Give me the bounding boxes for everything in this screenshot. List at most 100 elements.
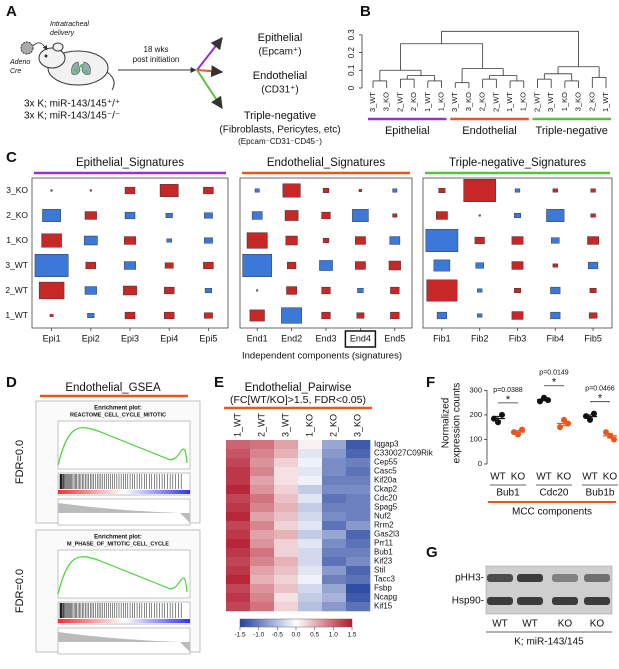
bubble bbox=[355, 236, 366, 245]
heat-cell bbox=[274, 458, 299, 468]
heat-cell bbox=[298, 548, 323, 558]
column-label: End3 bbox=[315, 333, 336, 343]
lane-label: KO bbox=[558, 619, 573, 630]
heat-cell bbox=[322, 530, 347, 540]
leaf-label: 2_WT bbox=[532, 92, 541, 112]
heat-cell bbox=[298, 584, 323, 594]
heat-cell bbox=[322, 602, 347, 612]
blot-band bbox=[584, 597, 610, 605]
heat-cell bbox=[346, 512, 371, 522]
gene-label: Cdc20 bbox=[374, 494, 398, 503]
column-label: End4 bbox=[350, 333, 371, 343]
heat-cell bbox=[226, 530, 251, 540]
colorbar-tick-label: 1.5 bbox=[347, 632, 356, 639]
column-highlight bbox=[344, 330, 377, 348]
heat-cell bbox=[322, 458, 347, 468]
bubble bbox=[83, 235, 98, 246]
heat-cell bbox=[322, 440, 347, 450]
leaf-label: 2_KO bbox=[478, 92, 487, 111]
bubble bbox=[352, 209, 369, 222]
population-marker: (Fibroblasts, Pericytes, etc) bbox=[219, 125, 340, 136]
colorbar-tick-label: 1.0 bbox=[329, 632, 338, 639]
blot-band bbox=[552, 597, 578, 605]
bubble bbox=[285, 235, 298, 246]
heat-cell bbox=[250, 584, 275, 594]
column-label: 2_KO bbox=[328, 414, 338, 437]
heat-cell bbox=[226, 485, 251, 495]
blot-row-label: Hsp90- bbox=[452, 596, 484, 607]
heat-cell bbox=[226, 539, 251, 549]
colorbar-tick-label: 0.0 bbox=[291, 632, 300, 639]
heat-cell bbox=[322, 485, 347, 495]
data-point bbox=[557, 424, 563, 431]
metric-area bbox=[58, 632, 190, 652]
heat-cell bbox=[250, 521, 275, 531]
blot-band bbox=[552, 574, 578, 582]
bubble bbox=[552, 263, 558, 268]
bubble bbox=[84, 211, 97, 220]
gsea-title: Endothelial_GSEA bbox=[65, 382, 161, 394]
heat-cell bbox=[274, 485, 299, 495]
blot-band bbox=[487, 574, 513, 582]
heat-cell bbox=[298, 467, 323, 477]
bubble bbox=[552, 188, 558, 193]
gene-label: Ckap2 bbox=[374, 485, 398, 494]
bubble bbox=[251, 211, 263, 220]
mouse-ear bbox=[52, 42, 64, 52]
bubble bbox=[164, 286, 175, 295]
blot-band bbox=[517, 574, 543, 582]
column-label: 3_KO bbox=[352, 414, 362, 437]
heat-cell bbox=[346, 593, 371, 603]
blot-band bbox=[487, 597, 513, 605]
heat-cell bbox=[298, 602, 323, 612]
bubble bbox=[123, 261, 137, 270]
bubble bbox=[322, 188, 330, 193]
bubble bbox=[388, 260, 401, 271]
gsea-name: M_PHASE_OF_MITOTIC_CELL_CYCLE bbox=[67, 541, 169, 547]
bubble bbox=[256, 289, 259, 292]
bubble bbox=[204, 312, 213, 319]
bubble bbox=[356, 312, 365, 319]
p-value: p=0.0466 bbox=[585, 386, 614, 393]
heat-cell bbox=[346, 467, 371, 477]
heat-cell bbox=[346, 539, 371, 549]
colorbar-tick-label: -1.0 bbox=[253, 632, 265, 639]
heat-cell bbox=[298, 521, 323, 531]
heat-cell bbox=[346, 557, 371, 567]
heat-cell bbox=[298, 440, 323, 450]
population-name: Endothelial bbox=[253, 70, 307, 82]
heatmap-subtitle: (FC[WT/KO]>1.5, FDR<0.05) bbox=[230, 394, 366, 406]
gene-label: Prr11 bbox=[374, 539, 394, 548]
es-curve bbox=[57, 556, 188, 595]
bubble bbox=[321, 211, 331, 220]
bubble bbox=[514, 288, 521, 293]
heat-cell bbox=[250, 458, 275, 468]
y-axis-label: expression counts bbox=[452, 383, 463, 464]
heatmap-title: Endothelial_Pairwise bbox=[245, 382, 352, 394]
heat-cell bbox=[274, 503, 299, 513]
delivery-arrow bbox=[32, 42, 48, 51]
data-point bbox=[519, 426, 525, 433]
leaf-label: 1_WT bbox=[423, 92, 432, 112]
es-panel bbox=[57, 420, 191, 470]
row-label: 1_WT bbox=[5, 310, 28, 320]
heat-cell bbox=[346, 458, 371, 468]
bubble bbox=[511, 236, 524, 245]
data-point bbox=[591, 410, 597, 417]
row-label: 3_KO bbox=[6, 185, 28, 195]
gene-label: Stil bbox=[374, 566, 385, 575]
population-arrow bbox=[196, 37, 223, 71]
column-label: Fib3 bbox=[509, 333, 527, 343]
leaf-label: 1_KO bbox=[560, 92, 569, 111]
bubble bbox=[358, 189, 363, 192]
leaf-label: 1_WT bbox=[505, 92, 514, 112]
category-label: KO bbox=[557, 472, 572, 483]
bubble bbox=[546, 209, 565, 222]
bubble bbox=[588, 261, 599, 270]
bubble bbox=[282, 183, 301, 198]
column-label: Fib1 bbox=[433, 333, 451, 343]
heat-cell bbox=[346, 494, 371, 504]
mouse-tail bbox=[106, 71, 115, 91]
heat-cell bbox=[274, 593, 299, 603]
group-label: Cdc20 bbox=[540, 488, 569, 499]
